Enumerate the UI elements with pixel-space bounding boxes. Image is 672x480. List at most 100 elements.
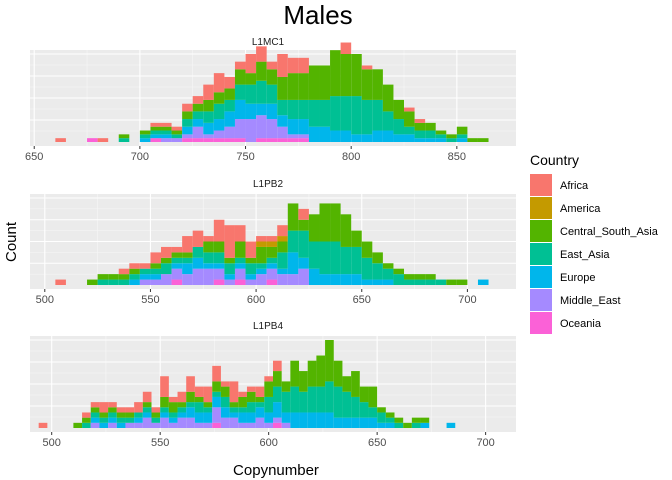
histogram-bar-segment — [255, 386, 265, 397]
histogram-bar-segment — [308, 99, 320, 127]
histogram-bar-segment — [99, 412, 109, 418]
x-tick-label: 550 — [141, 294, 159, 306]
histogram-bar-segment — [382, 279, 394, 285]
histogram-bar-segment — [420, 417, 430, 423]
histogram-bar-segment — [171, 246, 183, 253]
histogram-bar-segment — [456, 279, 468, 285]
histogram-bar-segment — [139, 130, 151, 135]
histogram-bar-segment — [116, 407, 126, 413]
histogram-bar-segment — [325, 340, 334, 382]
histogram-bar-segment — [118, 134, 130, 139]
histogram-bar-segment — [245, 263, 257, 275]
histogram-bar-segment — [108, 412, 117, 418]
legend-key-swatch — [530, 174, 552, 196]
histogram-bar-segment — [171, 268, 183, 280]
legend: Country Africa America Central_South_Asia E… — [530, 152, 659, 334]
histogram-bar-segment — [194, 412, 204, 423]
histogram-bar-segment — [203, 241, 214, 253]
histogram-bar-segment — [97, 279, 109, 285]
histogram-bar-segment — [477, 279, 489, 285]
histogram-bar-segment — [212, 391, 221, 397]
x-tick-label: 700 — [458, 294, 476, 306]
histogram-bar-segment — [171, 134, 183, 139]
panel-x-axis-3: 500 550 600 650 700 — [43, 432, 495, 449]
histogram-bar-segment — [446, 279, 457, 285]
histogram-bar-segment — [82, 412, 91, 418]
histogram-bar-segment — [203, 268, 214, 285]
histogram-bar-segment — [277, 241, 288, 253]
histogram-bar-segment — [351, 371, 360, 397]
histogram-bar-segment — [382, 111, 394, 131]
histogram-bar-segment — [266, 279, 278, 285]
histogram-bar-segment — [194, 402, 204, 413]
histogram-bar-segment — [325, 381, 334, 413]
histogram-bar-segment — [467, 138, 478, 142]
histogram-bar-segment — [160, 396, 169, 408]
histogram-bar-segment — [213, 130, 225, 139]
histogram-bar-segment — [212, 396, 221, 408]
histogram-bar-segment — [245, 279, 257, 285]
y-axis-title: Count — [3, 221, 20, 262]
histogram-bar-segment — [246, 412, 256, 423]
histogram-bar-segment — [160, 417, 169, 428]
histogram-bar-segment — [245, 119, 257, 142]
legend-key-swatch — [530, 220, 552, 242]
histogram-bar-segment — [229, 412, 239, 418]
histogram-bar-segment — [385, 412, 395, 418]
histogram-bar-segment — [168, 396, 178, 403]
histogram-bar-segment — [298, 257, 309, 269]
x-tick-label: 850 — [448, 151, 466, 163]
histogram-bar-segment — [333, 360, 343, 387]
histogram-bar-segment — [316, 412, 326, 428]
histogram-bar-segment — [97, 274, 109, 280]
histogram-bar-segment — [234, 99, 246, 120]
histogram-bar-segment — [266, 246, 278, 258]
histogram-bar-segment — [307, 386, 317, 413]
histogram-bar-segment — [435, 138, 447, 142]
histogram-bar-segment — [224, 76, 235, 89]
facet-panel-1: L1MC1 650 700 750 800 850 — [25, 37, 516, 163]
histogram-bar-segment — [186, 402, 195, 408]
histogram-bar-segment — [182, 111, 193, 120]
histogram-bar-segment — [308, 214, 320, 242]
histogram-bar-segment — [319, 241, 331, 275]
legend-key-swatch — [530, 197, 552, 219]
histogram-bar-segment — [404, 279, 415, 285]
histogram-bar-segment — [186, 417, 195, 428]
histogram-bar-segment — [273, 422, 282, 428]
histogram-bar-segment — [266, 268, 278, 280]
histogram-bar-segment — [108, 274, 119, 280]
histogram-bar-segment — [238, 391, 247, 397]
histogram-bar-segment — [299, 391, 308, 413]
histogram-bar-segment — [229, 381, 239, 403]
histogram-bar-segment — [414, 122, 426, 131]
histogram-bar-segment — [287, 138, 299, 142]
x-tick-label: 600 — [259, 437, 277, 449]
histogram-bar-segment — [277, 225, 288, 237]
histogram-bar-segment — [203, 407, 213, 413]
histogram-bar-segment — [182, 257, 193, 264]
histogram-bar-segment — [340, 214, 352, 247]
histogram-bar-segment — [308, 65, 320, 100]
histogram-bar-segment — [368, 386, 378, 408]
histogram-bar-segment — [151, 422, 161, 428]
histogram-bar-segment — [435, 134, 447, 139]
histogram-bar-segment — [192, 230, 204, 247]
histogram-bar-segment — [340, 42, 352, 54]
histogram-bar-segment — [182, 126, 193, 135]
histogram-bar-segment — [161, 257, 172, 264]
histogram-bar-segment — [256, 263, 267, 269]
histogram-bar-segment — [361, 257, 373, 280]
x-tick-label: 800 — [342, 151, 360, 163]
histogram-bar-segment — [177, 407, 187, 413]
histogram-bar-segment — [125, 412, 135, 418]
histogram-bar-segment — [213, 73, 225, 93]
histogram-bar-segment — [186, 407, 195, 418]
histogram-bar-segment — [220, 386, 230, 397]
histogram-bar-segment — [182, 236, 193, 253]
histogram-bar-segment — [245, 84, 257, 104]
facet-panel-2: L1PB2 500 550 600 650 700 — [30, 179, 516, 306]
histogram-bar-segment — [319, 203, 331, 242]
histogram-bar-segment — [139, 134, 151, 139]
histogram-bar-segment — [90, 422, 100, 428]
